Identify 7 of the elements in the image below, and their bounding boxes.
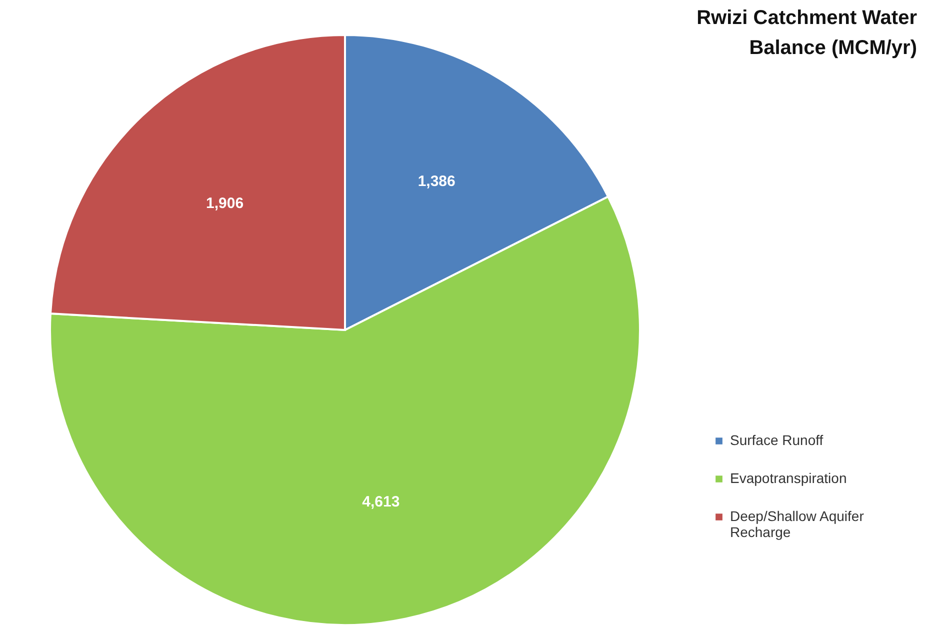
data-label: 4,613 <box>362 493 400 510</box>
chart-title: Rwizi Catchment Water Balance (MCM/yr) <box>696 7 918 59</box>
data-label: 1,906 <box>206 194 244 212</box>
legend-label: Evapotranspiration <box>730 470 847 486</box>
legend-label: Deep/Shallow Aquifer Recharge <box>730 508 864 540</box>
legend-label: Surface Runoff <box>730 432 824 448</box>
data-label: 1,386 <box>418 172 456 190</box>
